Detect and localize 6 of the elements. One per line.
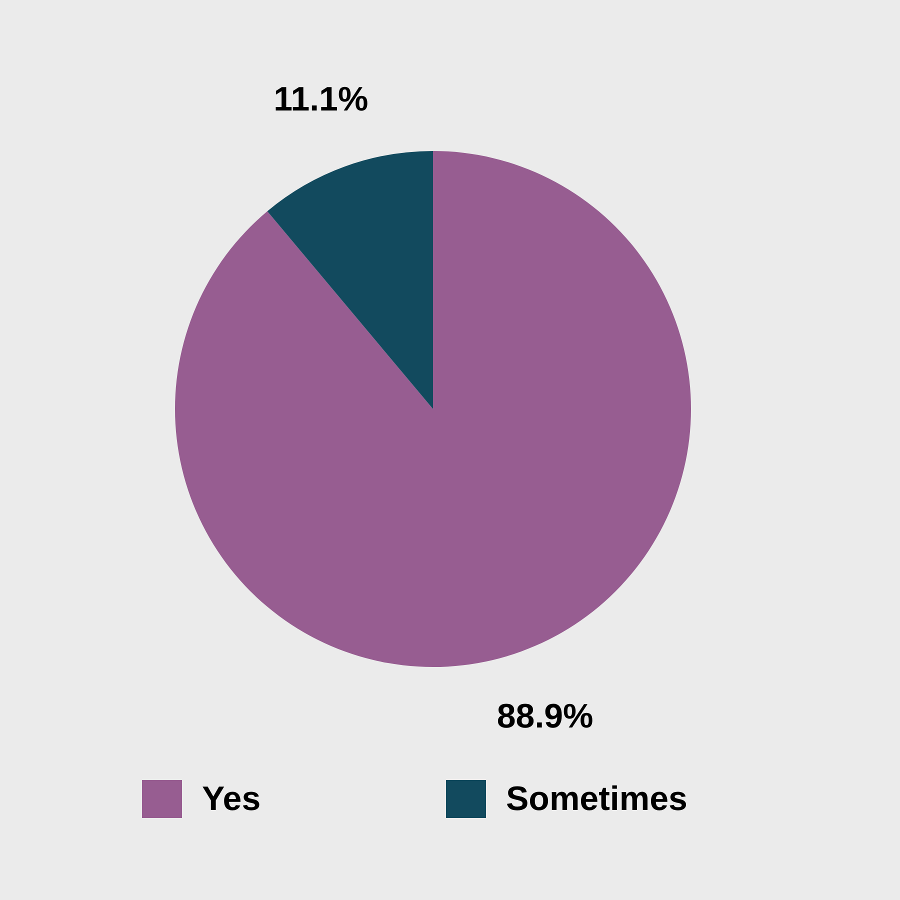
legend-label: Yes: [202, 780, 261, 818]
pie-slice: [267, 151, 433, 409]
pie-slice: [175, 151, 691, 667]
legend-label: Sometimes: [506, 780, 688, 818]
data-label: 11.1%: [274, 80, 368, 119]
data-label: 88.9%: [496, 697, 594, 736]
